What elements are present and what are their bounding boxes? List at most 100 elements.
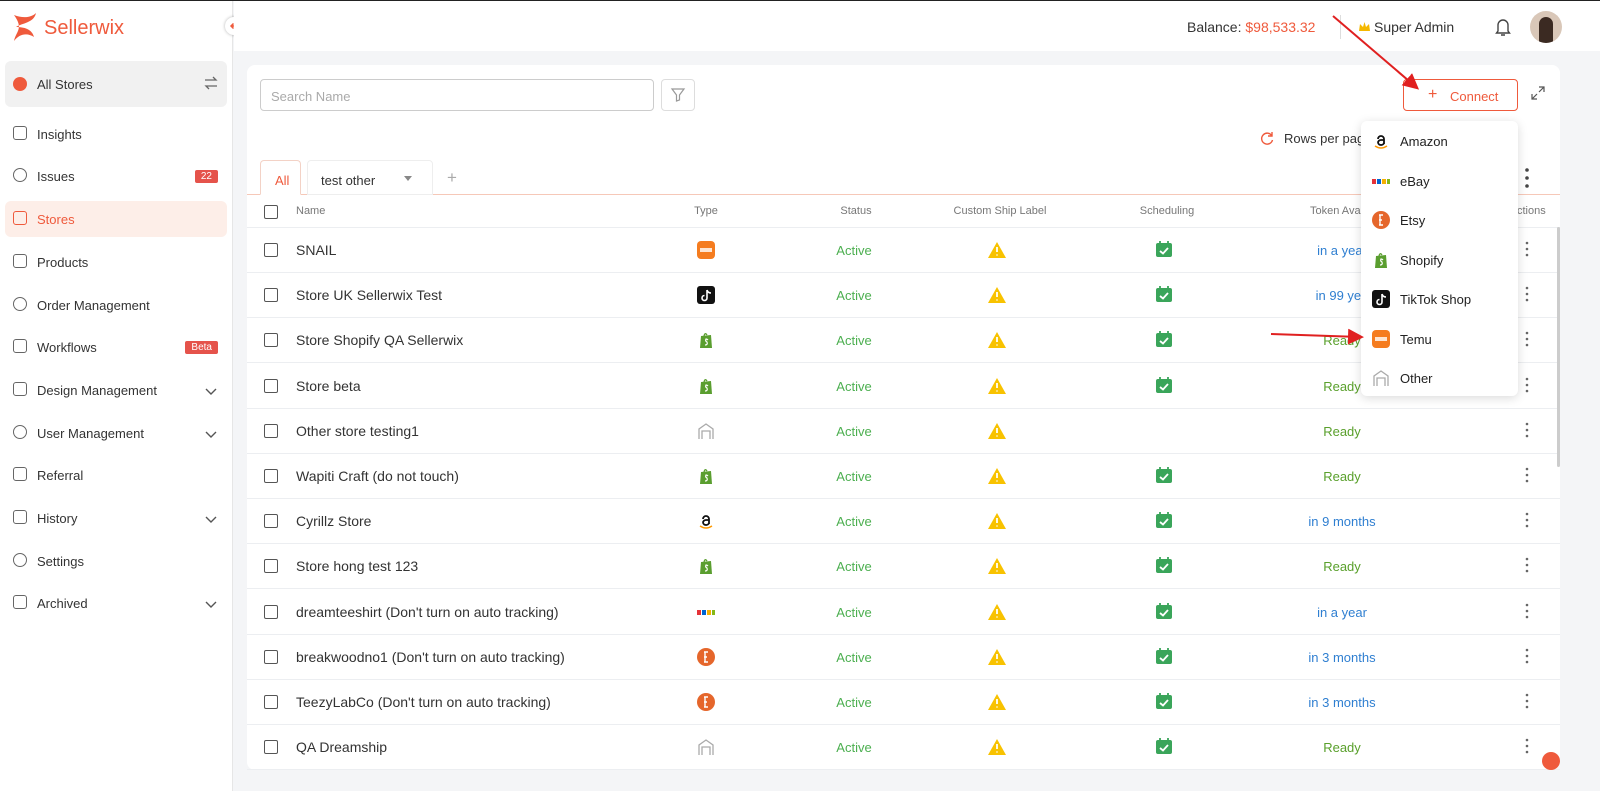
row-checkbox[interactable]: [264, 604, 278, 619]
nav-item[interactable]: Design Management: [5, 372, 227, 408]
row-checkbox[interactable]: [264, 423, 278, 438]
filter-button[interactable]: [661, 79, 695, 111]
scheduling: [1154, 329, 1174, 352]
shopify-icon: [700, 469, 712, 484]
nav-item[interactable]: Settings: [5, 543, 227, 579]
menu-item[interactable]: Other: [1371, 366, 1511, 390]
store-status: Active: [836, 559, 872, 575]
expand-icon[interactable]: [1530, 85, 1546, 101]
menu-item-icon: [1371, 171, 1391, 194]
select-all[interactable]: [264, 205, 278, 219]
store-name: TeezyLabCo (Don't turn on auto tracking): [296, 694, 551, 710]
custom-ship-label: [987, 285, 1007, 308]
store-name: Store Shopify QA Sellerwix: [296, 332, 464, 349]
row-checkbox[interactable]: [264, 288, 278, 303]
row-actions[interactable]: [1524, 738, 1530, 757]
row-actions[interactable]: [1524, 557, 1530, 576]
nav-item[interactable]: History: [5, 500, 227, 536]
tab-test-other[interactable]: test other: [307, 160, 433, 195]
column-header: Custom Ship Label: [953, 205, 1047, 217]
token-availability: in 3 months: [1308, 649, 1376, 665]
nav-item[interactable]: Stores: [5, 201, 227, 237]
chat-button[interactable]: [1542, 752, 1560, 770]
row-actions[interactable]: [1524, 693, 1530, 712]
row-actions[interactable]: [1524, 331, 1530, 350]
row-actions[interactable]: [1524, 377, 1530, 396]
add-tab[interactable]: +: [447, 168, 457, 187]
row-checkbox[interactable]: [264, 469, 278, 483]
nav-item[interactable]: Order Management: [5, 287, 227, 323]
nav-item[interactable]: Issues 22: [5, 158, 227, 194]
refresh-icon[interactable]: [1259, 130, 1275, 146]
connect-button[interactable]: + Connect: [1403, 79, 1518, 111]
nav-item[interactable]: Insights: [5, 116, 227, 152]
row-actions[interactable]: [1524, 512, 1530, 531]
store-selector[interactable]: All Stores: [5, 61, 227, 107]
row-checkbox[interactable]: [264, 695, 278, 709]
row-checkbox[interactable]: [264, 514, 278, 529]
menu-item[interactable]: eBay: [1371, 169, 1511, 193]
row-actions[interactable]: [1524, 603, 1530, 622]
chevron: [205, 512, 217, 527]
logo-icon: [14, 13, 36, 41]
plus-icon: +: [1428, 86, 1438, 103]
tab-all[interactable]: All: [260, 160, 301, 195]
more-icon[interactable]: [1520, 167, 1534, 189]
menu-item[interactable]: Etsy: [1371, 208, 1511, 232]
menu-item[interactable]: TikTok Shop: [1371, 287, 1511, 311]
bell-icon[interactable]: [1494, 17, 1512, 37]
nav-item[interactable]: Workflows Beta: [5, 329, 227, 365]
row-actions[interactable]: [1524, 241, 1530, 260]
warn-icon: [988, 739, 1006, 756]
nav-label: Stores: [37, 212, 75, 227]
store-name: Wapiti Craft (do not touch): [296, 468, 459, 484]
shopify-icon: [700, 378, 712, 394]
row-checkbox[interactable]: [264, 243, 278, 257]
token-availability: Ready: [1323, 740, 1361, 756]
nav-label: Workflows: [37, 340, 97, 355]
nav-item[interactable]: Referral: [5, 457, 227, 493]
nav-item[interactable]: User Management: [5, 415, 227, 451]
balance-value: $98,533.32: [1245, 19, 1316, 35]
table-row: Cyrillz Store Active in 9 months: [247, 499, 1560, 545]
row-checkbox[interactable]: [264, 559, 278, 574]
table-row: dreamteeshirt (Don't turn on auto tracki…: [247, 590, 1560, 635]
sched-icon: [1156, 512, 1172, 529]
row-actions[interactable]: [1524, 648, 1530, 667]
search-input[interactable]: Search Name: [260, 79, 654, 111]
nav-icon: [13, 168, 27, 182]
row-checkbox[interactable]: [264, 378, 278, 393]
custom-ship-label: [987, 421, 1007, 444]
nav-label: Order Management: [37, 298, 150, 313]
balance-label: Balance:: [1187, 19, 1242, 35]
nav-label: Products: [37, 255, 89, 270]
kebab-icon: [1525, 286, 1529, 302]
balance: Balance: $98,533.32: [1187, 19, 1315, 35]
row-actions[interactable]: [1524, 422, 1530, 441]
scheduling: [1154, 691, 1174, 714]
column-header: Status: [840, 205, 872, 217]
nav-item[interactable]: Products: [5, 244, 227, 280]
warn-icon: [988, 648, 1006, 665]
caret: [404, 176, 412, 181]
row-checkbox[interactable]: [264, 333, 278, 348]
chevron-icon: [205, 388, 217, 395]
store-selector-label: All Stores: [37, 77, 93, 92]
kebab-icon: [1525, 603, 1529, 618]
nav-item[interactable]: Archived: [5, 585, 227, 621]
menu-item[interactable]: Temu: [1371, 327, 1511, 351]
menu-item[interactable]: Amazon: [1371, 129, 1511, 153]
table-row: Store hong test 123 Active Ready: [247, 544, 1560, 590]
nav-icon: [13, 126, 27, 140]
row-checkbox[interactable]: [264, 740, 278, 755]
custom-ship-label: [987, 692, 1007, 715]
store-name: SNAIL: [296, 242, 337, 258]
row-checkbox[interactable]: [264, 649, 278, 664]
store-name: Store UK Sellerwix Test: [296, 287, 443, 304]
menu-item[interactable]: Shopify: [1371, 248, 1511, 272]
custom-ship-label: [987, 376, 1007, 399]
row-actions[interactable]: [1524, 286, 1530, 305]
avatar[interactable]: [1530, 11, 1562, 43]
store-status: Active: [836, 288, 872, 304]
row-actions[interactable]: [1524, 467, 1530, 486]
